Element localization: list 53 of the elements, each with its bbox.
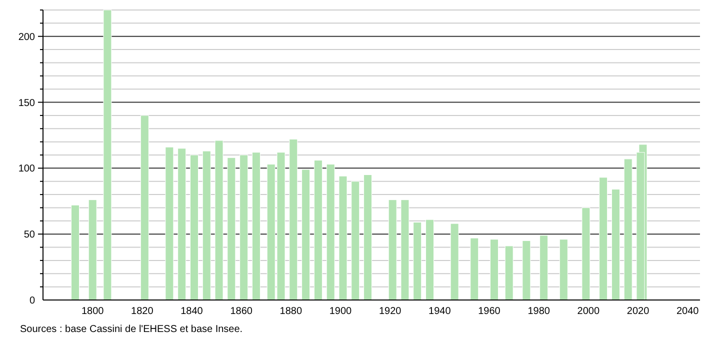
bar — [227, 157, 236, 300]
bar — [165, 146, 174, 300]
x-tick-label: 1940 — [428, 306, 452, 317]
bar — [140, 115, 149, 300]
x-tick-label: 1900 — [329, 306, 352, 317]
bar — [351, 181, 360, 300]
y-tick-label: 200 — [18, 32, 36, 43]
bar — [504, 246, 514, 300]
x-tick-label: 1860 — [230, 306, 253, 317]
bar — [302, 169, 310, 300]
bar — [540, 235, 548, 300]
bar — [426, 219, 434, 300]
bar — [103, 10, 112, 300]
bar — [240, 154, 248, 300]
x-tick-label: 1880 — [280, 306, 302, 317]
bar — [611, 189, 620, 300]
bar — [599, 177, 608, 300]
bar — [400, 200, 410, 300]
x-tick-label: 1820 — [131, 306, 154, 317]
bar — [470, 238, 479, 300]
y-tick-label: 50 — [24, 230, 36, 241]
bar — [289, 138, 298, 300]
bar — [190, 154, 198, 300]
bar — [338, 176, 348, 300]
bar — [202, 150, 211, 300]
x-tick-label: 2040 — [676, 306, 700, 317]
bar — [582, 207, 590, 300]
bar — [559, 239, 568, 300]
y-tick-label: 100 — [18, 164, 36, 175]
bar — [490, 239, 498, 300]
x-tick-label: 2020 — [626, 306, 650, 317]
y-tick-label: 0 — [29, 296, 36, 306]
x-tick-label: 2000 — [577, 306, 600, 317]
source-note: Sources : base Cassini de l'EHESS et base Insee. — [20, 324, 243, 335]
x-tick-label: 1840 — [180, 306, 204, 317]
x-tick-label: 1980 — [528, 306, 550, 317]
bar — [178, 148, 186, 300]
x-tick-label: 1960 — [478, 306, 501, 317]
bar — [314, 160, 322, 300]
bar — [252, 152, 260, 300]
y-tick-label: 150 — [18, 98, 36, 109]
bar — [88, 200, 97, 300]
bar — [522, 240, 531, 300]
x-tick-label: 1920 — [378, 306, 402, 317]
bar — [214, 140, 224, 300]
bar — [326, 164, 335, 300]
bar — [624, 158, 632, 300]
x-tick-label: 1800 — [81, 306, 104, 317]
bar — [413, 222, 422, 300]
bar — [70, 204, 80, 300]
bar — [388, 200, 397, 300]
bar — [450, 223, 459, 300]
bar — [364, 174, 372, 300]
